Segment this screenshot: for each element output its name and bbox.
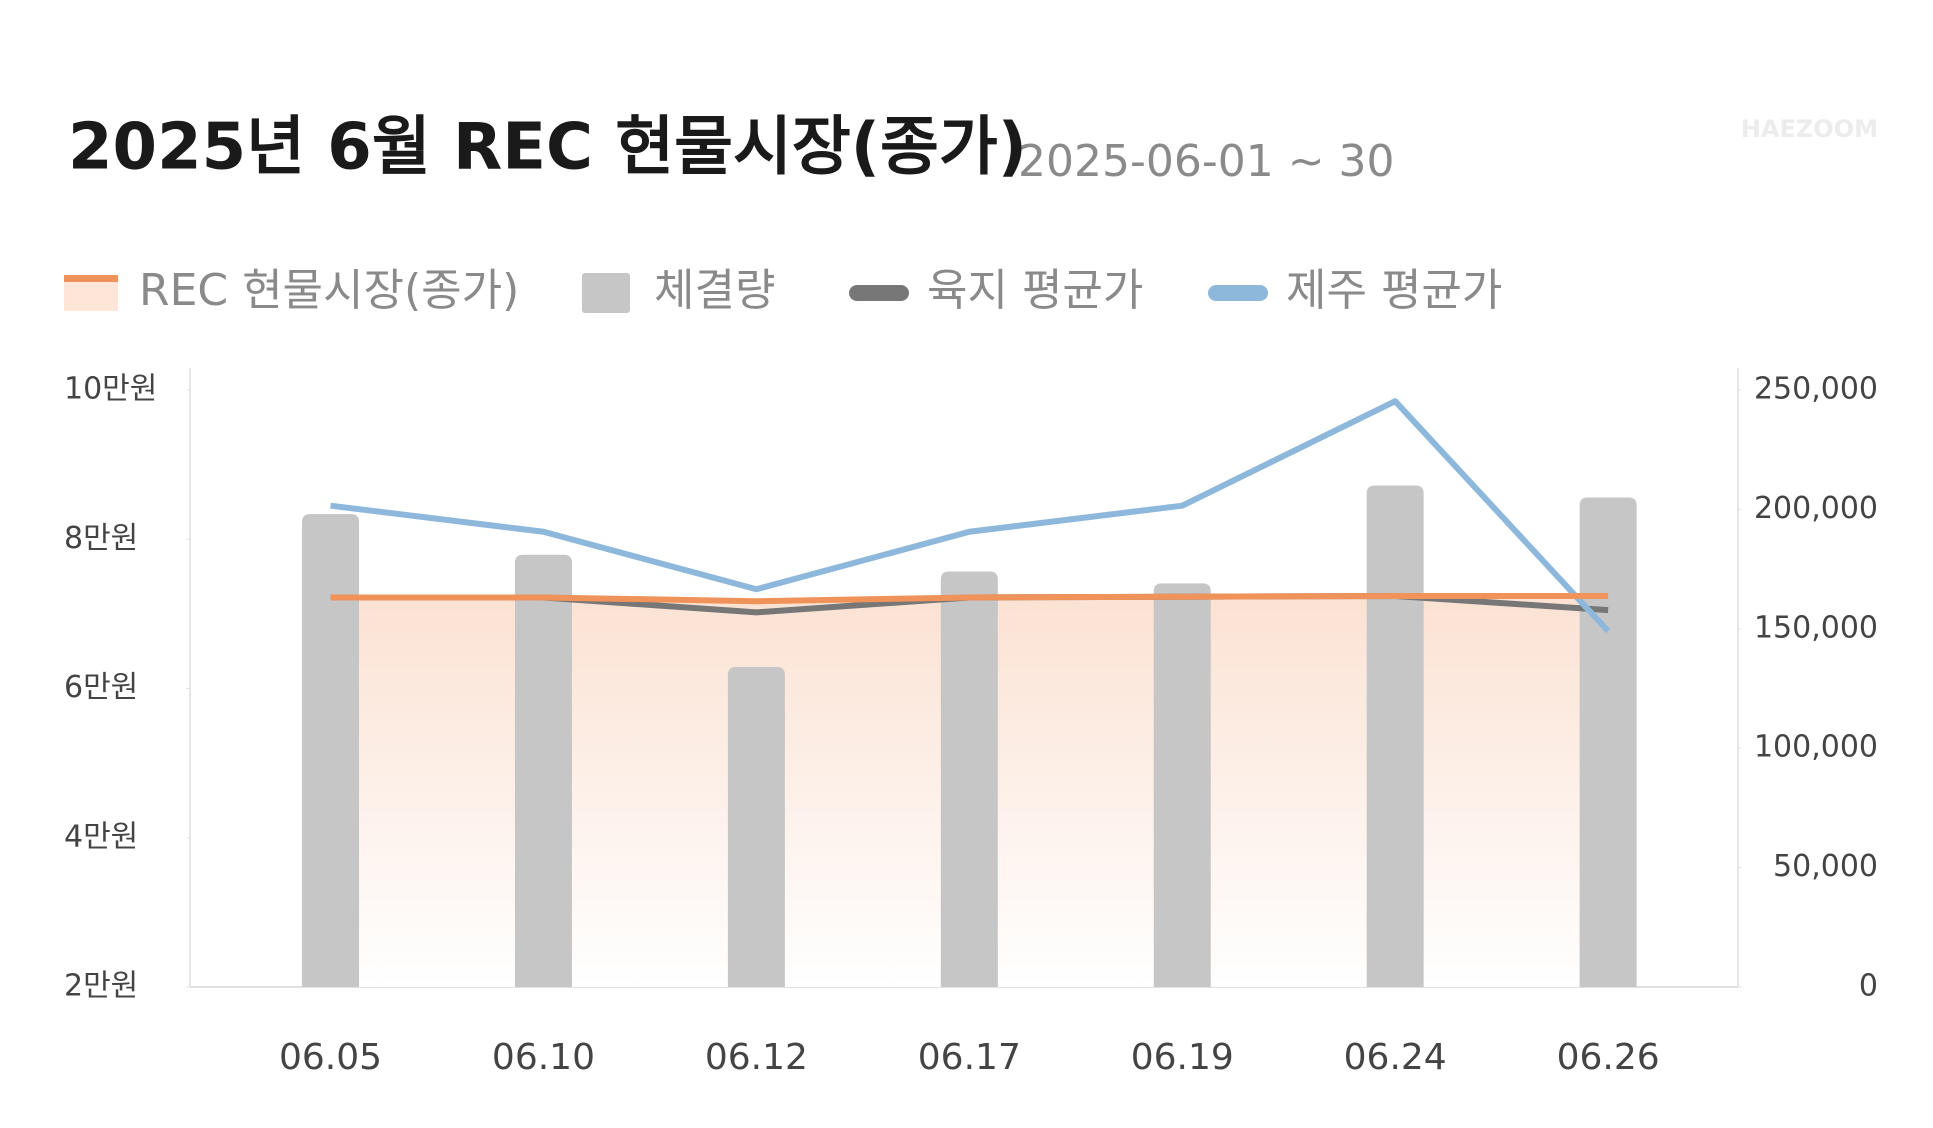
legend-label: REC 현물시장(종가) [139,265,519,316]
bar [302,514,360,987]
bar [1579,497,1637,987]
x-tick-label: 06.05 [279,1037,382,1078]
x-tick-label: 06.26 [1557,1037,1660,1078]
line [330,592,1609,605]
y2-tick-label: 0 [1859,969,1878,1004]
legend-swatch [582,273,630,313]
y2-tick-label: 250,000 [1754,372,1878,407]
legend-label: 제주 평균가 [1286,265,1502,316]
bar [940,571,998,987]
bar [1366,485,1424,987]
y-tick-label: 4만원 [64,819,138,854]
chart-subtitle: 2025-06-01 ~ 30 [1018,136,1395,187]
bar [1153,583,1211,987]
y-tick-label: 6만원 [64,670,138,705]
y-tick-label: 8만원 [64,521,138,556]
legend-label: 육지 평균가 [927,265,1143,316]
y2-tick-label: 150,000 [1754,610,1878,645]
y2-tick-label: 100,000 [1754,730,1878,765]
y-tick-label: 10만원 [64,372,157,407]
x-tick-label: 06.10 [492,1037,595,1078]
bar [514,554,572,987]
x-tick-label: 06.24 [1344,1037,1447,1078]
legend-label: 체결량 [654,265,775,316]
y2-tick-label: 50,000 [1773,849,1878,884]
chart-title: 2025년 6월 REC 현물시장(종가) [68,111,1027,185]
watermark: HAEZOOM [1741,115,1878,143]
x-tick-label: 06.19 [1131,1037,1234,1078]
bar [727,667,785,987]
legend-swatch [64,275,118,282]
y2-tick-label: 200,000 [1754,491,1878,526]
x-tick-label: 06.17 [918,1037,1021,1078]
y-tick-label: 2만원 [64,969,138,1004]
x-tick-label: 06.12 [705,1037,808,1078]
line [330,398,1611,634]
